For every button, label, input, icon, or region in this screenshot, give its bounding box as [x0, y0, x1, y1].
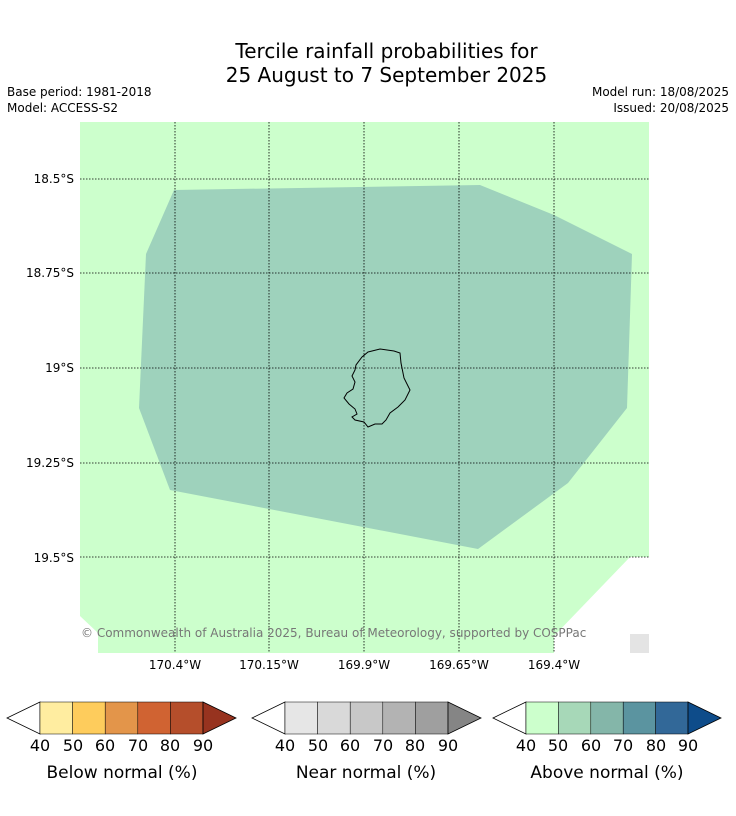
colorbar-tick: 50 — [548, 736, 568, 755]
lat-label: 18.75°S — [26, 266, 74, 280]
model-run-text: Model run: 18/08/2025 — [591, 85, 729, 99]
colorbar-swatch — [525, 701, 559, 735]
issued-text: Issued: 20/08/2025 — [613, 101, 729, 115]
lon-label: 169.9°W — [338, 658, 390, 672]
colorbar-near-normal: 40 50 60 70 80 90 Near normal (%) — [251, 701, 482, 783]
lon-label: 170.15°W — [239, 658, 299, 672]
copyright-text: © Commonwealth of Australia 2025, Bureau… — [81, 626, 586, 640]
colorbar-swatch — [137, 701, 171, 735]
colorbar-tick: 80 — [160, 736, 180, 755]
colorbar-swatch — [104, 701, 139, 735]
colorbar-under-triangle — [492, 701, 527, 735]
colorbar-tick: 40 — [275, 736, 295, 755]
colorbar-over-triangle — [447, 701, 482, 735]
lon-label: 169.4°W — [528, 658, 580, 672]
colorbar-tick: 80 — [646, 736, 666, 755]
colorbar-swatches — [251, 701, 482, 735]
colorbar-over-triangle — [687, 701, 722, 735]
colorbar-title: Near normal (%) — [296, 763, 436, 783]
colorbar-swatch — [415, 701, 449, 735]
colorbar-swatch — [382, 701, 416, 735]
base-period-text: Base period: 1981-2018 — [7, 85, 152, 99]
colorbar-swatch — [284, 701, 318, 735]
lat-label: 19.5°S — [34, 551, 74, 565]
colorbar-under-triangle — [6, 701, 41, 735]
lat-label: 18.5°S — [34, 172, 74, 186]
colorbar-under-triangle — [251, 701, 286, 735]
colorbar-swatch — [72, 701, 106, 735]
colorbar-tick: 90 — [438, 736, 458, 755]
colorbar-tick: 70 — [128, 736, 148, 755]
colorbar-tick: 80 — [405, 736, 425, 755]
region-above-normal-60-70 — [139, 185, 632, 549]
colorbar-swatch — [558, 701, 592, 735]
colorbar-tick: 70 — [613, 736, 633, 755]
colorbar-tick: 90 — [678, 736, 698, 755]
latitude-labels: 18.5°S 18.75°S 19°S 19.25°S 19.5°S — [26, 172, 74, 565]
map-gridlines — [80, 122, 649, 653]
colorbar-tick: 60 — [95, 736, 115, 755]
colorbar-swatch — [349, 701, 384, 735]
lon-label: 169.65°W — [429, 658, 489, 672]
no-data-patch — [630, 634, 649, 653]
colorbar-tick: 50 — [63, 736, 83, 755]
colorbar-swatch — [170, 701, 204, 735]
colorbar-tick: 90 — [193, 736, 213, 755]
lon-label: 170.4°W — [149, 658, 201, 672]
chart-title-line2: 25 August to 7 September 2025 — [225, 63, 548, 87]
colorbar-swatch — [622, 701, 656, 735]
colorbar-above-normal: 40 50 60 70 80 90 Above normal (%) — [492, 701, 722, 783]
model-text: Model: ACCESS-S2 — [7, 101, 119, 115]
colorbar-below-normal: 40 50 60 70 80 90 Below normal (%) — [6, 701, 237, 783]
colorbar-swatches — [6, 701, 237, 735]
island-coastline — [343, 348, 411, 428]
colorbar-swatch — [39, 701, 73, 735]
chart-title-line1: Tercile rainfall probabilities for — [235, 39, 538, 63]
colorbar-tick: 50 — [308, 736, 328, 755]
colorbar-tick: 60 — [581, 736, 601, 755]
colorbar-swatch — [590, 701, 624, 735]
colorbar-tick: 40 — [30, 736, 50, 755]
lat-label: 19.25°S — [26, 456, 74, 470]
colorbar-swatches — [492, 701, 722, 735]
colorbar-tick: 60 — [340, 736, 360, 755]
map-area: © Commonwealth of Australia 2025, Bureau… — [80, 122, 649, 653]
colorbar-title: Above normal (%) — [530, 763, 683, 783]
colorbar-title: Below normal (%) — [47, 763, 198, 783]
colorbar-swatch — [317, 701, 351, 735]
colorbar-tick: 70 — [373, 736, 393, 755]
colorbar-swatch — [655, 701, 689, 735]
colorbar-over-triangle — [202, 701, 237, 735]
colorbar-tick: 40 — [516, 736, 536, 755]
lat-label: 19°S — [45, 361, 74, 375]
longitude-labels: 170.4°W 170.15°W 169.9°W 169.65°W 169.4°… — [149, 658, 580, 672]
